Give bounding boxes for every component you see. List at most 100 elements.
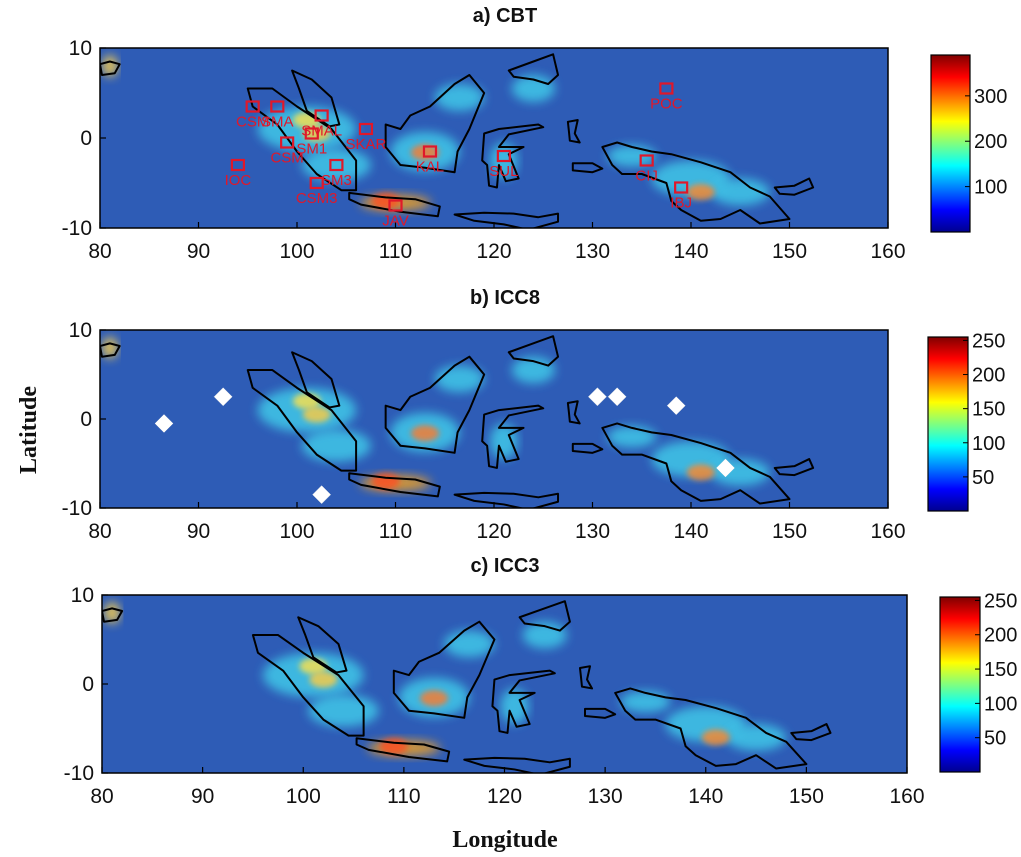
colorbar-tick-label: 200	[972, 365, 1005, 387]
precip-region	[444, 630, 495, 658]
coastline-aceh	[100, 60, 121, 76]
precip-region	[104, 602, 121, 624]
y-tick-label: -10	[62, 497, 92, 520]
y-tick-label: 0	[80, 127, 92, 150]
colorbar	[939, 596, 981, 773]
site-marker	[422, 145, 438, 158]
coastline-timor	[463, 756, 571, 773]
coastline-borneo	[384, 355, 486, 454]
coastline-newguinea	[614, 687, 808, 770]
site-marker	[309, 176, 324, 190]
colorbar	[927, 336, 969, 512]
coastline-malay	[297, 616, 348, 674]
site-label: CIJ	[635, 168, 658, 185]
coastline-halmahera	[566, 400, 581, 425]
precip-core	[420, 690, 449, 707]
precip-core	[302, 406, 331, 423]
colorbar-tick-label: 100	[974, 177, 1007, 199]
site-label: IBJ	[670, 195, 692, 212]
precip-region	[710, 178, 770, 206]
site-label: SMAL	[301, 123, 342, 140]
precip-region	[620, 691, 671, 713]
x-tick-label: 160	[870, 520, 905, 543]
site-label: SUL	[489, 163, 518, 180]
colorbar-tick-label: 300	[974, 86, 1007, 108]
precip-region	[500, 688, 529, 725]
y-tick-label: 0	[82, 673, 94, 696]
site-label: SM3	[321, 172, 352, 189]
diamond-marker	[154, 414, 174, 433]
coastline-sulawesi	[481, 123, 545, 189]
site-marker	[270, 100, 285, 113]
site-label: IOC	[225, 172, 252, 189]
coastline-sumatra	[246, 87, 358, 192]
panel-title: a) CBT	[473, 5, 537, 27]
precip-core	[309, 671, 338, 688]
x-tick-label: 100	[286, 785, 321, 808]
map-background	[100, 330, 888, 508]
colorbar-tick-label: 200	[984, 625, 1017, 647]
x-tick-label: 120	[476, 520, 511, 543]
colorbar-tick-label: 250	[984, 590, 1017, 612]
x-tick-label: 130	[575, 520, 610, 543]
x-tick-label: 130	[575, 240, 610, 263]
y-tick-label: 10	[69, 319, 92, 342]
coastline-timor	[453, 491, 560, 508]
site-label: CSM	[236, 114, 269, 131]
x-tick-label: 80	[88, 520, 111, 543]
heatmap-field	[100, 335, 815, 508]
coastline-seram	[571, 162, 604, 174]
coastline-sulawesi	[481, 404, 545, 469]
precip-core	[701, 729, 730, 746]
site-marker	[674, 181, 689, 194]
x-axis-label: Longitude	[452, 827, 558, 853]
panel-title: c) ICC3	[471, 555, 540, 577]
x-tick-label: 80	[90, 785, 113, 808]
map-background	[102, 595, 907, 773]
x-tick-label: 140	[688, 785, 723, 808]
coastline-mindanao	[518, 600, 571, 632]
heatmap-field	[102, 600, 832, 773]
x-tick-label: 100	[279, 240, 314, 263]
site-label: POC	[650, 96, 683, 113]
precip-region	[725, 724, 787, 751]
colorbar-tick-label: 50	[984, 728, 1006, 750]
site-label: SM1	[296, 141, 327, 158]
x-tick-label: 90	[187, 240, 210, 263]
x-tick-label: 150	[789, 785, 824, 808]
x-tick-label: 130	[588, 785, 623, 808]
precip-core	[686, 464, 715, 481]
coastline-newguinea	[601, 141, 791, 225]
site-label: CSM	[270, 150, 303, 167]
y-axis-label: Latitude	[16, 386, 42, 474]
colorbar-tick-label: 150	[984, 659, 1017, 681]
coastline-borneo	[392, 620, 496, 719]
coastline-newbritain	[790, 723, 832, 742]
site-marker	[659, 82, 674, 95]
coastline-java	[348, 191, 441, 218]
diamond-marker	[607, 387, 627, 407]
site-marker	[280, 136, 295, 149]
coastline-sulawesi	[491, 669, 556, 734]
colorbar-tick-label: 100	[972, 433, 1005, 455]
y-tick-label: -10	[64, 762, 94, 785]
map-background	[100, 48, 888, 228]
x-tick-label: 120	[487, 785, 522, 808]
x-tick-label: 110	[379, 520, 412, 543]
site-marker	[496, 149, 511, 163]
coastline-malay	[291, 69, 341, 128]
precip-region	[607, 426, 657, 448]
coastline-mindanao	[507, 53, 560, 85]
x-tick-label: 80	[88, 240, 111, 263]
coastline-aceh	[100, 342, 121, 358]
colorbar-tick-label: 200	[974, 131, 1007, 153]
coastline-timor	[453, 211, 560, 228]
coastline-java	[348, 472, 441, 498]
site-marker	[388, 199, 403, 212]
precip-region	[434, 365, 485, 393]
coastline-seram	[571, 442, 604, 454]
y-tick-label: -10	[62, 217, 92, 240]
coastline-newguinea	[601, 422, 791, 505]
